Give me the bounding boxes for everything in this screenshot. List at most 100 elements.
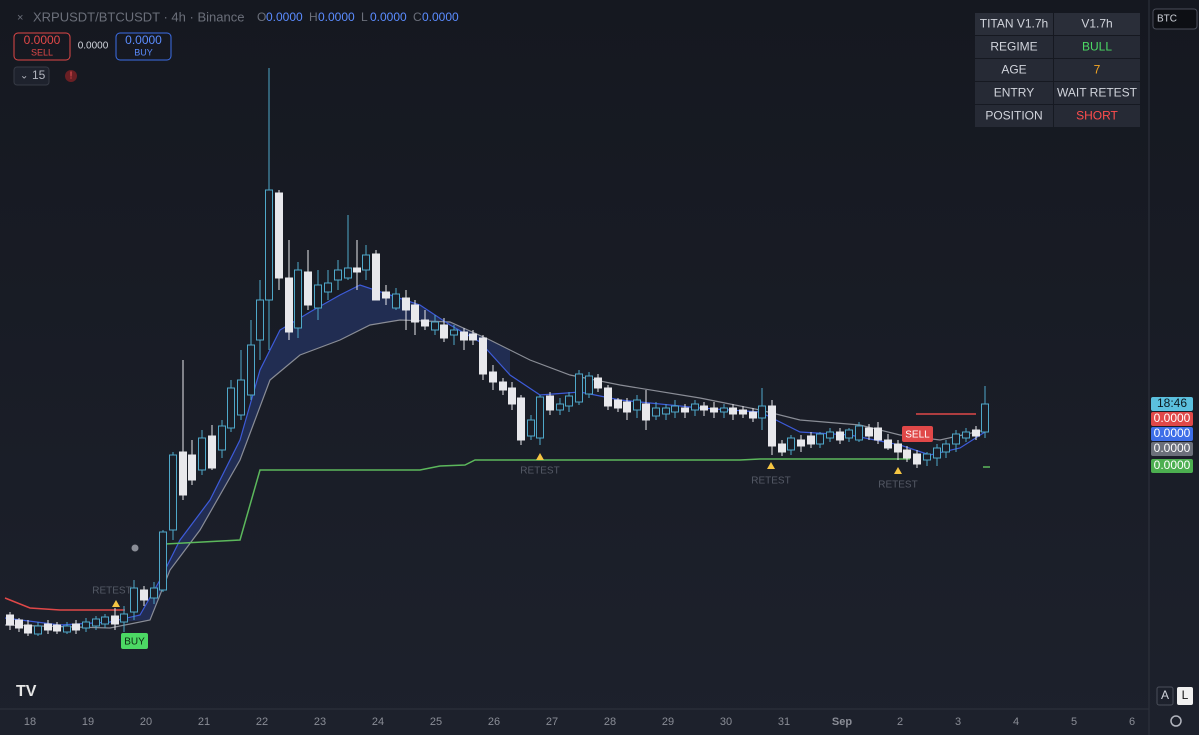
close-icon[interactable]: × (17, 12, 23, 24)
candle-body (362, 254, 370, 271)
price-label-box (1151, 459, 1193, 473)
table-value: V1.7h (1081, 17, 1112, 31)
table-key: REGIME (990, 40, 1037, 54)
retest-label: RETEST (92, 586, 131, 597)
candle-body (865, 427, 873, 437)
candle-body (324, 282, 332, 293)
indicator-count: 15 (32, 68, 46, 82)
candle-body (392, 293, 400, 309)
time-label: 2 (897, 716, 903, 728)
ohlc: O 0.0000 H 0.0000 L 0.0000 C 0.0000 (257, 10, 459, 24)
candle-body (150, 587, 158, 599)
price-label-box (1151, 412, 1193, 426)
time-label: 24 (372, 716, 384, 728)
candle-body (739, 409, 747, 415)
price-label: 18:46 (1157, 396, 1187, 410)
candle-body (237, 379, 245, 416)
candle-body (614, 399, 622, 409)
auto-scale-button[interactable] (1156, 686, 1174, 706)
time-label: 19 (82, 716, 94, 728)
time-label: 27 (546, 716, 558, 728)
log-scale-button[interactable] (1177, 687, 1193, 705)
candle-body (421, 319, 429, 327)
candle-body (546, 395, 554, 411)
table-value: 7 (1094, 63, 1101, 77)
candle-body (797, 439, 805, 447)
sell-button[interactable] (13, 32, 71, 61)
time-label: 6 (1129, 716, 1135, 728)
warning-icon[interactable] (65, 70, 77, 82)
candle-body (479, 337, 487, 375)
candle-body (275, 192, 283, 279)
candle-body (111, 615, 119, 625)
ohlc-value: 0.0000 (318, 10, 355, 24)
candle-body (981, 403, 989, 433)
candle-body (63, 625, 71, 633)
candle-body (816, 433, 824, 445)
time-label: Sep (832, 716, 852, 728)
buy-signal-box (121, 633, 148, 649)
candle-body (53, 624, 61, 632)
candle-body (681, 407, 689, 413)
candle-body (460, 331, 468, 341)
table-cell (975, 105, 1053, 127)
candle-body (6, 614, 14, 626)
candle-body (314, 284, 322, 309)
price-label: 0.0000 (1154, 426, 1191, 440)
time-label: 28 (604, 716, 616, 728)
candle-body (15, 619, 23, 629)
candle-body (353, 267, 361, 273)
price-label-box (1151, 427, 1193, 441)
ohlc-value: 0.0000 (422, 10, 459, 24)
table-cell (1054, 105, 1140, 127)
settings-icon[interactable] (1170, 715, 1182, 727)
time-label: 3 (955, 716, 961, 728)
time-label: 5 (1071, 716, 1077, 728)
table-cell (1054, 36, 1140, 58)
candle-body (942, 443, 950, 453)
resistance-line (4, 597, 125, 611)
table-key: TITAN V1.7h (980, 17, 1048, 31)
trailing-stop (164, 458, 910, 545)
candle-body (778, 443, 786, 453)
buy-signal: BUY (124, 637, 145, 648)
table-cell (1054, 59, 1140, 81)
candle-body (92, 618, 100, 627)
candle-body (179, 451, 187, 496)
candle-body (710, 407, 718, 413)
candles (6, 68, 989, 636)
time-label: 18 (24, 716, 36, 728)
sell-label: SELL (31, 47, 53, 57)
symbol-badge-box[interactable] (1152, 8, 1198, 30)
table-cell (1054, 82, 1140, 104)
time-label: 23 (314, 716, 326, 728)
candle-body (72, 623, 80, 631)
candle-body (169, 454, 177, 531)
time-label: 22 (256, 716, 268, 728)
candle-body (604, 387, 612, 407)
price-label-box (1151, 442, 1193, 456)
candle-body (411, 304, 419, 323)
candle-body (402, 297, 410, 311)
sell-signal: SELL (905, 430, 930, 441)
time-label: 4 (1013, 716, 1019, 728)
candle-body (208, 435, 216, 469)
time-label: 30 (720, 716, 732, 728)
buy-label: BUY (134, 47, 153, 57)
candle-body (700, 405, 708, 411)
buy-button[interactable] (115, 32, 172, 61)
candle-body (527, 419, 535, 437)
candle-body (294, 269, 302, 329)
candle-body (440, 324, 448, 339)
indicator-toggle[interactable] (13, 66, 50, 86)
candle-body (652, 407, 660, 417)
warning-mark: ! (70, 71, 73, 82)
candle-body (768, 405, 776, 447)
candle-body (382, 291, 390, 299)
candle-body (130, 587, 138, 613)
candle-body (198, 437, 206, 471)
candle-body (585, 375, 593, 395)
candle-body (923, 453, 931, 461)
price-label: 0.0000 (1154, 411, 1191, 425)
